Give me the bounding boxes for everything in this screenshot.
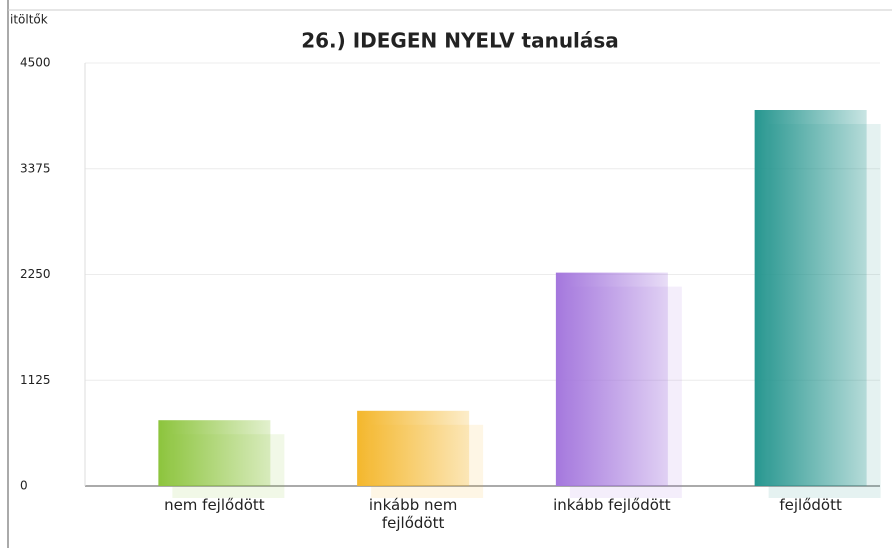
bar — [754, 110, 867, 486]
x-tick-label: nem fejlődött — [164, 496, 265, 514]
y-tick-label: 2250 — [20, 267, 51, 281]
x-tick-label: inkább fejlődött — [553, 496, 671, 514]
y-tick-label: 3375 — [20, 161, 51, 175]
y-tick-label: 0 — [20, 479, 28, 493]
y-axis-label: itöltők — [10, 13, 48, 27]
x-tick-label: inkább nem fejlődött — [368, 496, 458, 532]
bar — [555, 272, 668, 486]
y-tick-label: 4500 — [20, 56, 51, 70]
x-tick-label: fejlődött — [779, 496, 842, 514]
bar — [357, 410, 470, 486]
bar — [158, 420, 271, 486]
chart-title: 26.) IDEGEN NYELV tanulása — [301, 29, 619, 53]
y-tick-label: 1125 — [20, 373, 51, 387]
